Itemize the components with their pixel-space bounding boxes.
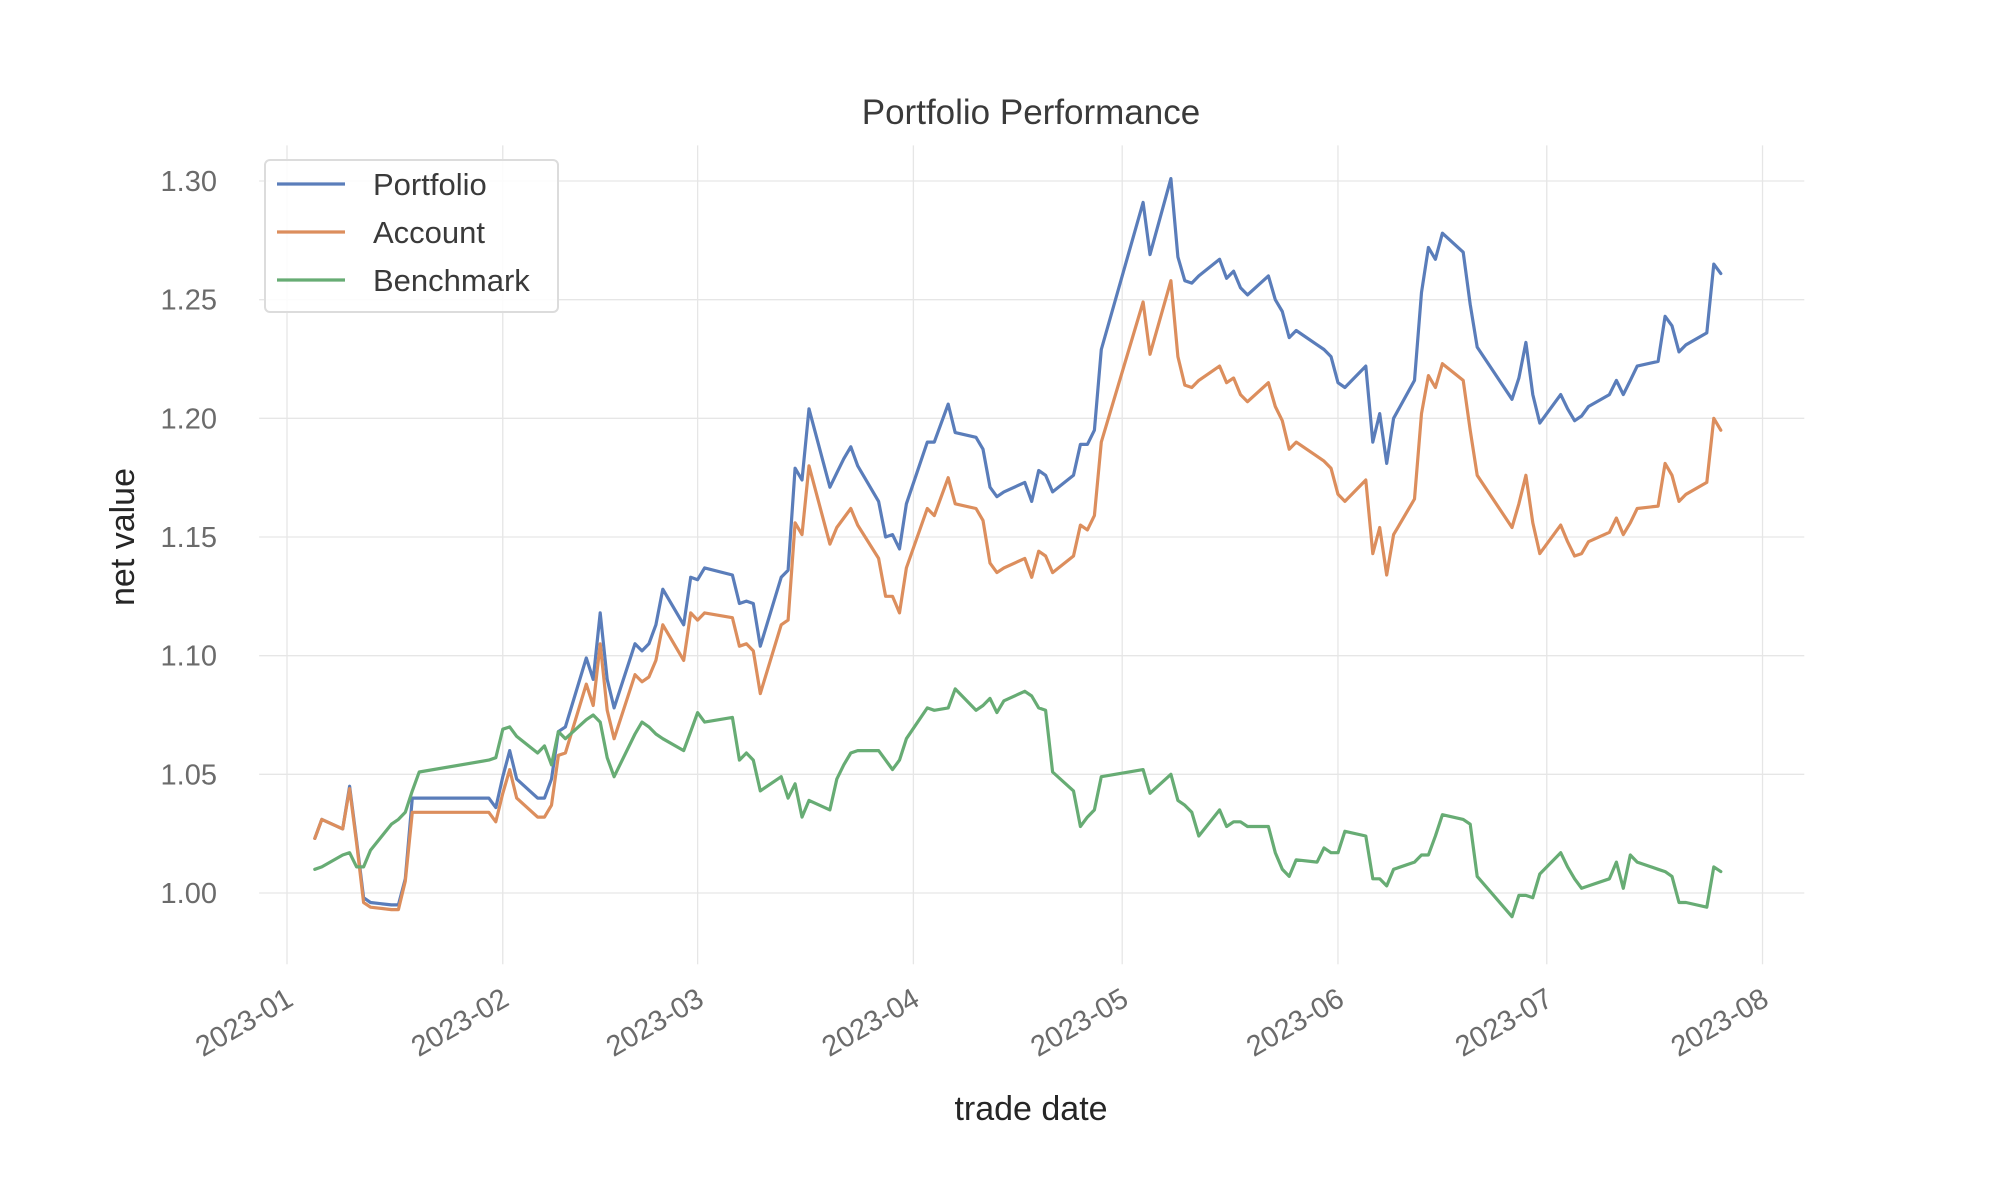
- legend-box: [264, 159, 559, 313]
- series-line-portfolio: [313, 177, 1723, 907]
- series-lines: [313, 177, 1723, 919]
- y-tick-label: 1.10: [161, 641, 217, 673]
- series-line-benchmark: [313, 687, 1723, 919]
- series-line-account: [313, 279, 1723, 912]
- legend-label-portfolio: Portfolio: [373, 167, 487, 202]
- y-tick-labels: 1.00 1.05 1.10 1.15 1.20 1.25 1.30: [161, 166, 217, 910]
- chart-title: Portfolio Performance: [862, 93, 1200, 132]
- y-tick-label: 1.15: [161, 522, 217, 554]
- legend-label-benchmark: Benchmark: [373, 263, 530, 298]
- y-tick-label: 1.20: [161, 403, 217, 435]
- legend-label-account: Account: [373, 215, 485, 250]
- x-axis-label: trade date: [954, 1090, 1107, 1128]
- x-tick-label: 2023-08: [1666, 983, 1774, 1064]
- x-tick-label: 2023-04: [817, 983, 925, 1064]
- x-tick-labels: 2023-01 2023-02 2023-03 2023-04 2023-05 2023-…: [190, 983, 1774, 1064]
- x-gridlines: [286, 145, 1764, 965]
- y-tick-label: 1.25: [161, 285, 217, 317]
- x-tick-label: 2023-06: [1241, 983, 1349, 1064]
- y-tick-label: 1.05: [161, 759, 217, 791]
- legend: Portfolio Account Benchmark: [264, 159, 559, 313]
- x-tick-label: 2023-02: [406, 983, 514, 1064]
- y-tick-label: 1.30: [161, 166, 217, 198]
- y-tick-label: 1.00: [161, 878, 217, 910]
- x-tick-label: 2023-05: [1026, 983, 1134, 1064]
- x-tick-label: 2023-03: [601, 983, 709, 1064]
- x-tick-label: 2023-07: [1450, 983, 1558, 1064]
- y-axis-label: net value: [104, 468, 142, 606]
- x-tick-label: 2023-01: [190, 983, 298, 1064]
